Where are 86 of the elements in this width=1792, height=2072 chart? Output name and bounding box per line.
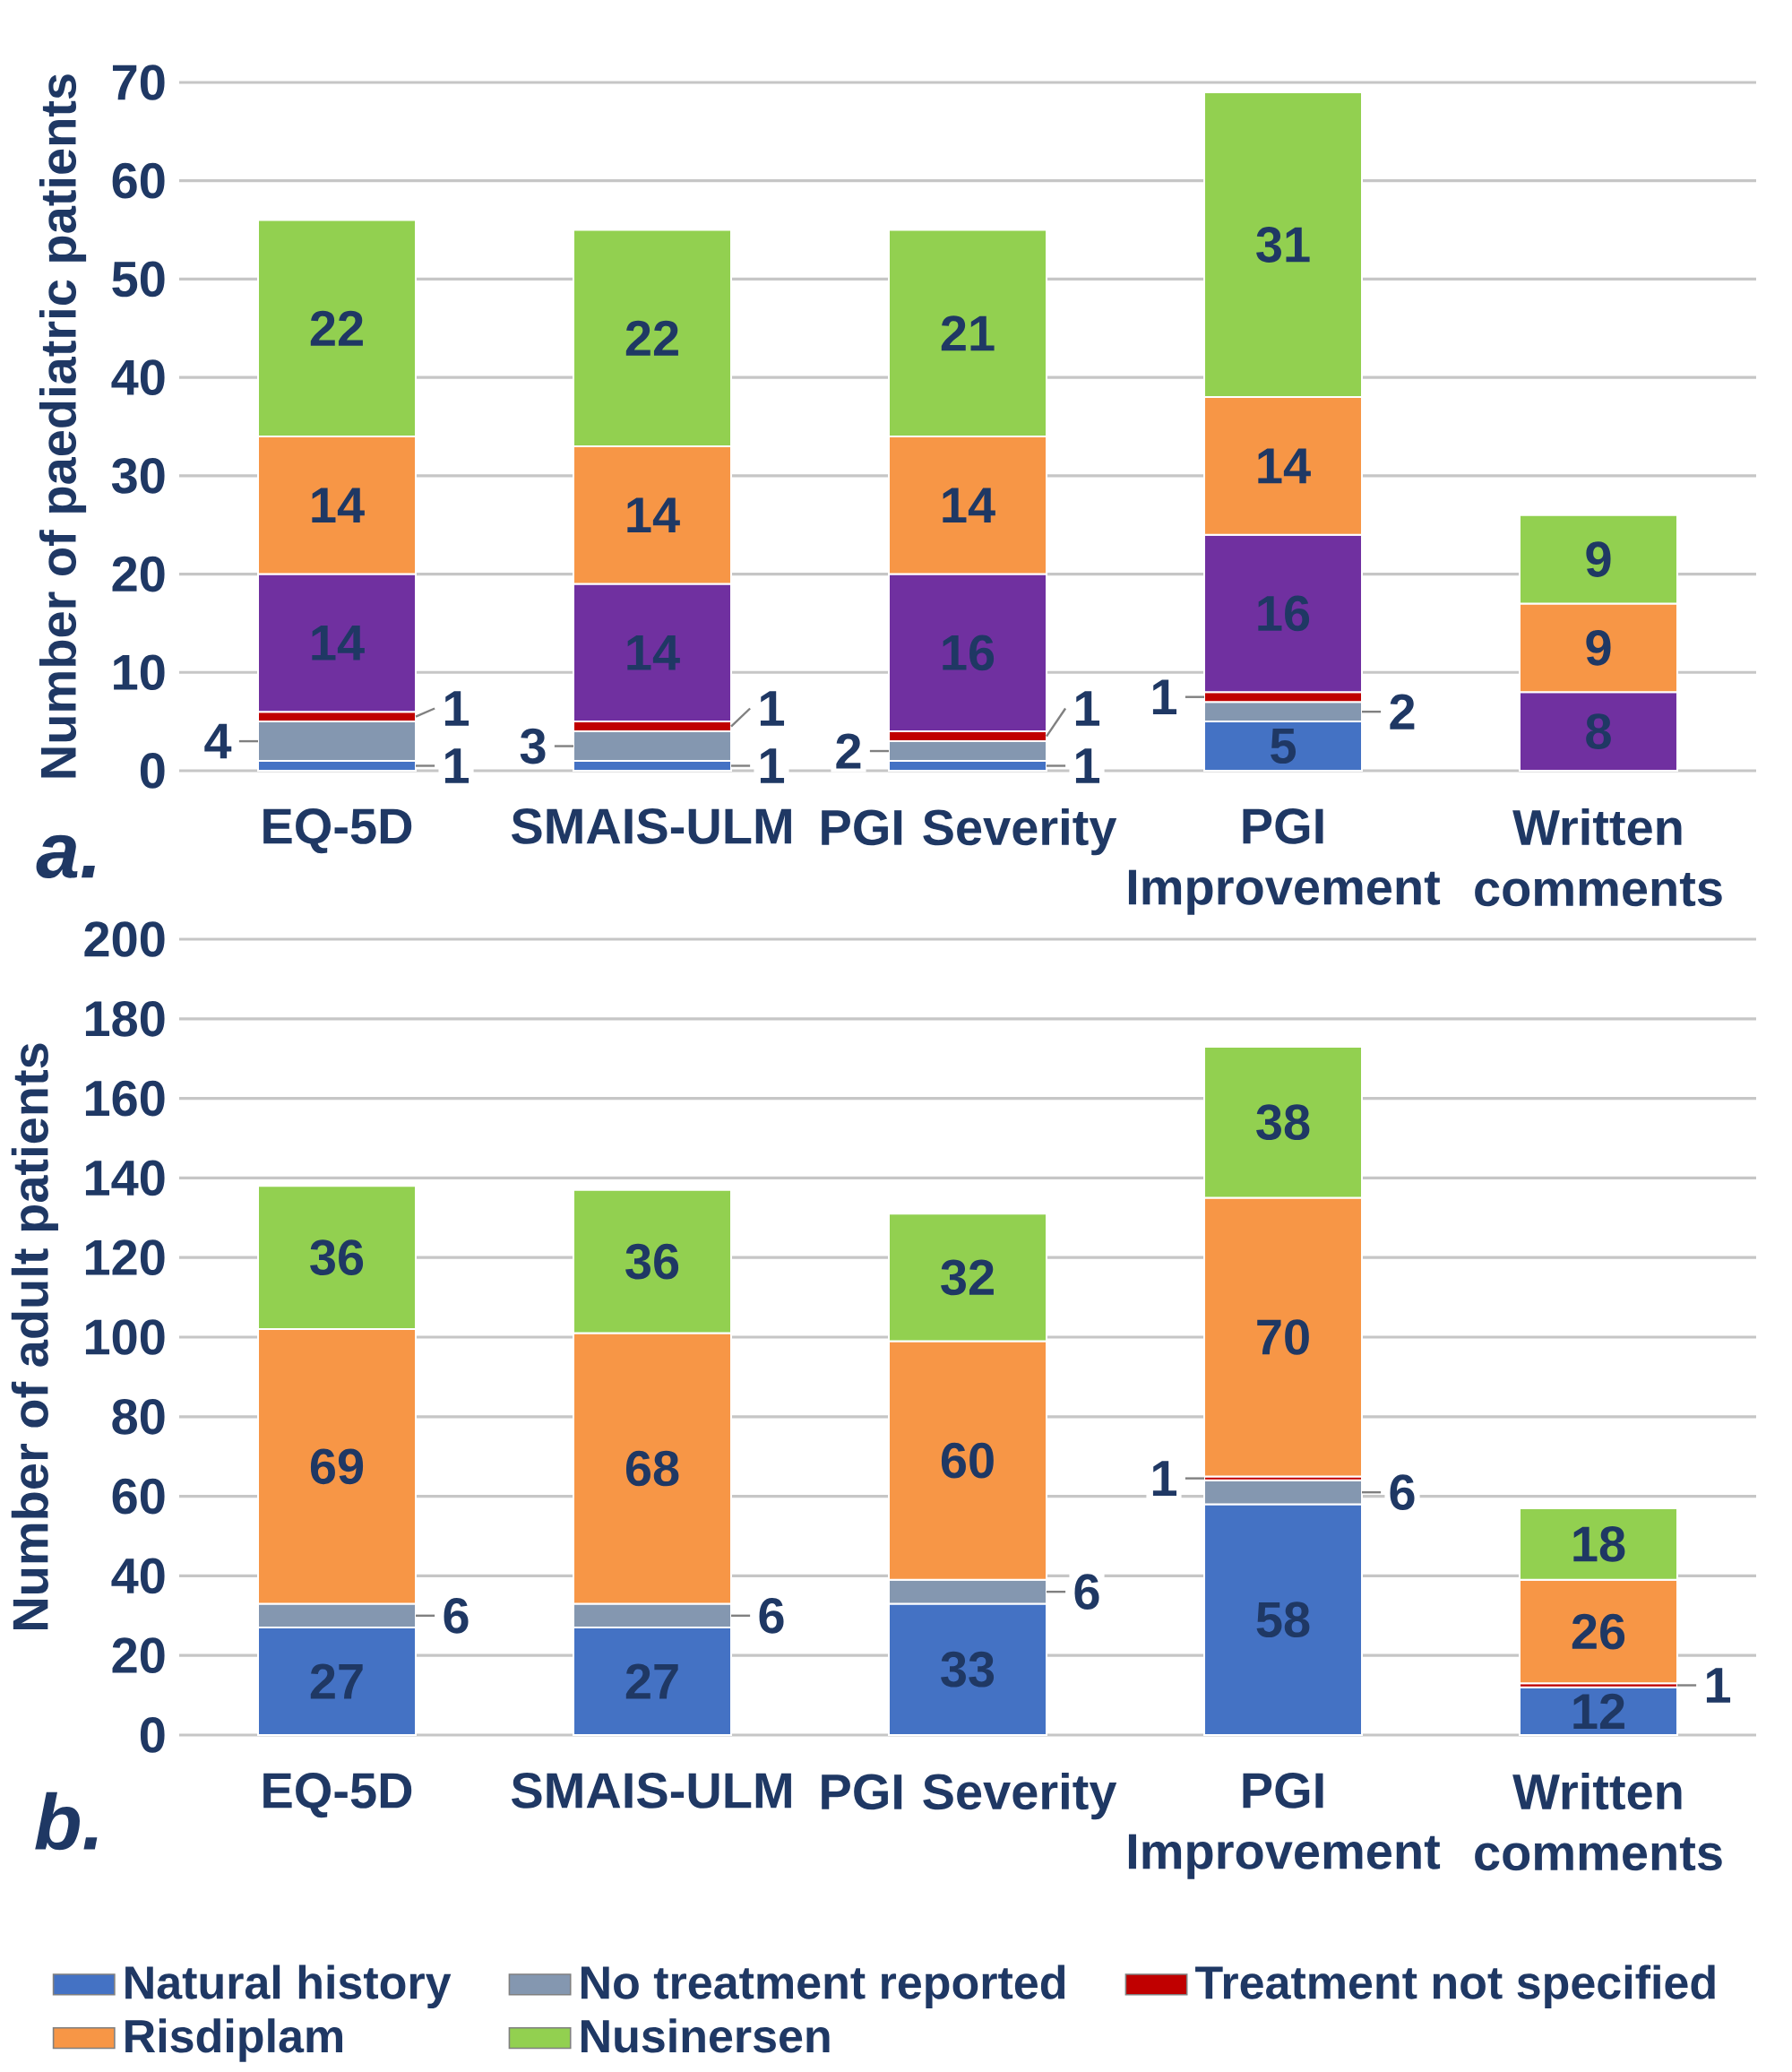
- data-label: 1: [444, 691, 470, 726]
- data-label: 58: [1256, 1601, 1310, 1638]
- y-tick-label: 0: [140, 753, 165, 789]
- data-label: 16: [943, 635, 995, 671]
- text: a.: [36, 834, 95, 879]
- y-tick-label: 140: [85, 1160, 165, 1196]
- legend-label: No treatment reported: [581, 1964, 1065, 2009]
- y-tick-label: 20: [112, 556, 165, 592]
- data-label: 6: [444, 1597, 469, 1634]
- y-tick-label: 30: [111, 457, 165, 494]
- data-label: 1: [1075, 748, 1100, 783]
- y-tick-label: 70: [112, 65, 165, 100]
- data-label: 22: [625, 320, 678, 356]
- data-label: 26: [1572, 1613, 1625, 1650]
- legend-label: Treatment not specified: [1195, 1964, 1715, 2009]
- text: b.: [35, 1791, 98, 1851]
- y-tick-label: 10: [114, 654, 165, 691]
- data-label: 12: [1573, 1693, 1624, 1729]
- data-label: 21: [941, 315, 995, 351]
- legend-label: Natural history: [125, 1964, 452, 2009]
- data-label: 1: [760, 691, 785, 726]
- y-tick-label: 50: [112, 261, 165, 298]
- x-tick-label: SMAIS-ULM: [511, 808, 791, 844]
- x-tick-label: Written comments: [1475, 1773, 1722, 1871]
- y-axis-title: Number of adult patients: [11, 1043, 58, 1630]
- x-tick-label: SMAIS-ULM: [511, 1773, 791, 1809]
- y-tick-label: 60: [112, 162, 165, 199]
- data-label: 22: [310, 310, 363, 346]
- data-label: 8: [1586, 713, 1611, 749]
- data-label: 9: [1586, 629, 1611, 666]
- x-tick-label: EQ-5D: [263, 1773, 412, 1818]
- data-label: 16: [1258, 595, 1310, 632]
- data-label: 5: [1271, 729, 1297, 764]
- data-label: 1: [1706, 1668, 1731, 1703]
- y-tick-label: 80: [112, 1398, 165, 1435]
- data-label: 6: [1390, 1474, 1415, 1510]
- x-tick-label: PGI Severity: [822, 1773, 1117, 1820]
- data-label: 31: [1256, 227, 1310, 263]
- data-label: 33: [941, 1651, 995, 1688]
- data-label: 38: [1256, 1104, 1310, 1141]
- data-label: 1: [760, 748, 785, 783]
- y-tick-label: 0: [140, 1717, 165, 1753]
- y-tick-label: 40: [111, 1558, 165, 1594]
- data-label: 18: [1573, 1526, 1625, 1562]
- y-tick-label: 120: [85, 1239, 165, 1276]
- x-tick-label: Written comments: [1475, 808, 1722, 907]
- data-label: 2: [836, 733, 861, 769]
- data-label: 14: [312, 488, 365, 523]
- y-tick-label: 200: [84, 921, 165, 957]
- x-tick-label: PGI Improvement: [1128, 808, 1441, 915]
- y-tick-label: 180: [85, 1000, 165, 1037]
- data-label: 14: [1258, 448, 1311, 484]
- data-label: 6: [1074, 1574, 1099, 1610]
- y-axis-title: Number of paediatric patients: [39, 74, 87, 778]
- data-label: 3: [520, 728, 546, 764]
- data-label: 36: [310, 1239, 364, 1276]
- data-label: 6: [759, 1597, 784, 1634]
- data-label: 1: [1075, 691, 1100, 726]
- data-label: 1: [1152, 1461, 1177, 1496]
- y-tick-label: 100: [85, 1319, 165, 1355]
- data-label: 68: [625, 1450, 679, 1487]
- legend-label: Risdiplam: [125, 2018, 342, 2062]
- data-label: 14: [943, 488, 995, 523]
- y-tick-label: 160: [85, 1080, 165, 1117]
- data-label: 69: [310, 1448, 364, 1485]
- data-label: 2: [1390, 694, 1415, 730]
- legend-label: Nusinersen: [581, 2018, 830, 2053]
- y-tick-label: 60: [112, 1478, 165, 1515]
- x-tick-label: EQ-5D: [263, 808, 412, 854]
- data-label: 14: [627, 635, 680, 670]
- data-label: 32: [941, 1259, 994, 1296]
- data-label: 4: [204, 723, 232, 759]
- data-label: 1: [444, 748, 470, 783]
- data-label: 14: [627, 497, 680, 532]
- data-label: 27: [310, 1663, 363, 1699]
- y-tick-label: 40: [111, 359, 165, 395]
- data-label: 14: [312, 626, 365, 660]
- data-label: 70: [1257, 1319, 1309, 1355]
- data-label: 9: [1586, 541, 1611, 577]
- data-label: 60: [941, 1442, 994, 1479]
- x-tick-label: PGI Severity: [822, 808, 1117, 856]
- data-label: 27: [625, 1663, 678, 1699]
- data-label: 1: [1152, 679, 1177, 714]
- y-tick-label: 20: [112, 1637, 165, 1674]
- x-tick-label: PGI Improvement: [1128, 1773, 1441, 1879]
- data-label: 36: [625, 1243, 679, 1280]
